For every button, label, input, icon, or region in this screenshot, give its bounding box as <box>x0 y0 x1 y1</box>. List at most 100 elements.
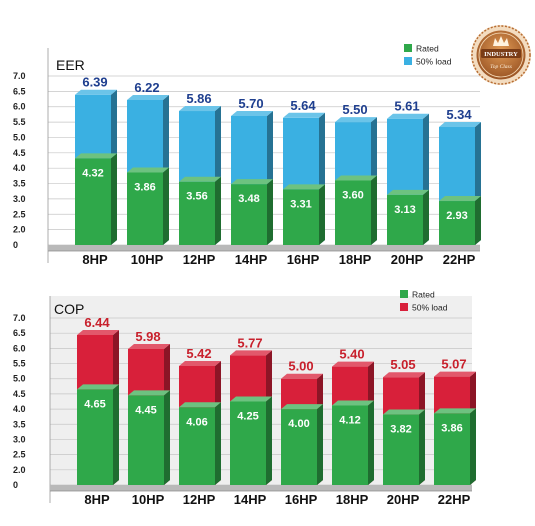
cop-bar-load-top <box>281 373 323 379</box>
cop-category-label: 18HP <box>336 492 369 507</box>
eer-chart-title: EER <box>56 57 85 73</box>
cop-floor <box>50 485 472 491</box>
eer-category-label: 16HP <box>287 252 320 267</box>
cop-chart-title: COP <box>54 301 84 317</box>
cop-y-tick-label: 5.5 <box>13 359 26 369</box>
cop-y-tick-label: 2.0 <box>13 465 26 475</box>
cop-bar-load-top <box>383 372 425 378</box>
eer-bar-rated <box>283 189 319 245</box>
cop-bar-load-top <box>77 330 119 336</box>
cop-bar-rated-side <box>419 409 425 485</box>
eer-rated-value-label: 3.56 <box>186 191 207 203</box>
eer-bar-rated-side <box>319 184 325 245</box>
eer-load-value-label: 5.86 <box>186 91 211 106</box>
cop-legend-swatch-load <box>400 303 408 311</box>
eer-y-tick-label: 2.0 <box>13 225 26 235</box>
eer-rated-value-label: 3.86 <box>134 181 155 193</box>
eer-bar-rated-side <box>423 189 429 245</box>
cop-y-tick-label: 6.0 <box>13 343 26 353</box>
cop-bar-rated-top <box>230 396 272 402</box>
cop-category-label: 10HP <box>132 492 165 507</box>
eer-bar-rated-side <box>215 176 221 245</box>
cop-bar-load-top <box>332 361 374 367</box>
cop-bar-rated <box>77 389 113 485</box>
cop-bar-load-top <box>179 360 221 366</box>
cop-bar-load-top <box>434 371 476 377</box>
eer-category-label: 10HP <box>131 252 164 267</box>
cop-bar-rated-top <box>434 408 476 414</box>
eer-bar-rated <box>439 201 475 245</box>
cop-load-value-label: 5.05 <box>390 357 415 372</box>
eer-chart: 7.0 6.5 6.0 5.5 5.0 4.5 4.0 3.5 3.0 2.5 2.0 0 6.39 4.… <box>13 44 481 267</box>
cop-legend-label-rated: Rated <box>412 290 435 300</box>
eer-bar-rated <box>127 172 163 245</box>
cop-load-value-label: 5.40 <box>339 347 364 362</box>
eer-rated-value-label: 3.31 <box>290 198 311 210</box>
eer-bar-rated <box>231 184 267 245</box>
cop-rated-value-label: 4.25 <box>237 411 258 423</box>
eer-legend-label-rated: Rated <box>416 44 439 54</box>
eer-category-label: 18HP <box>339 252 372 267</box>
eer-bar-load-top <box>335 117 377 123</box>
eer-y-tick-label: 2.5 <box>13 209 26 219</box>
cop-bar-rated-top <box>383 409 425 415</box>
eer-load-value-label: 6.22 <box>134 80 159 95</box>
eer-y-tick-label: 4.0 <box>13 163 26 173</box>
cop-bar-rated-side <box>470 408 476 485</box>
eer-load-value-label: 6.39 <box>82 75 107 90</box>
cop-bar-rated <box>434 413 470 485</box>
eer-bar-rated-side <box>111 153 117 245</box>
cop-bar-load-top <box>230 350 272 356</box>
cop-load-value-label: 5.00 <box>288 359 313 374</box>
eer-bar-rated-top <box>127 167 169 173</box>
eer-bar-rated <box>75 158 111 245</box>
eer-y-tick-label: 5.5 <box>13 117 26 127</box>
badge-inner-ring <box>478 32 524 78</box>
eer-bar-rated <box>387 194 423 245</box>
cop-load-value-label: 5.98 <box>135 329 160 344</box>
cop-rated-value-label: 4.00 <box>288 418 309 430</box>
eer-bar-rated-side <box>267 179 273 245</box>
eer-rated-value-label: 3.13 <box>394 204 415 216</box>
cop-category-label: 12HP <box>183 492 216 507</box>
badge-line1: INDUSTRY <box>484 51 518 58</box>
eer-bar-rated-top <box>75 153 117 159</box>
cop-bar-rated-top <box>77 384 119 390</box>
cop-y-tick-label: 2.5 <box>13 450 26 460</box>
cop-y-tick-label: 6.5 <box>13 328 26 338</box>
eer-category-label: 20HP <box>391 252 424 267</box>
cop-bar-rated <box>230 401 266 485</box>
eer-bar-rated-top <box>179 176 221 182</box>
cop-category-label: 20HP <box>387 492 420 507</box>
eer-legend-swatch-load <box>404 57 412 65</box>
eer-y-tick-label: 3.0 <box>13 194 26 204</box>
cop-bar-rated-top <box>179 402 221 408</box>
cop-rated-value-label: 4.65 <box>84 398 105 410</box>
eer-category-label: 8HP <box>82 252 108 267</box>
cop-legend-swatch-rated <box>400 290 408 298</box>
cop-legend: Rated 50% load <box>400 290 448 313</box>
cop-y-tick-label: 3.0 <box>13 434 26 444</box>
eer-bar-rated-side <box>475 196 481 245</box>
industry-top-class-badge: INDUSTRY Top Class <box>471 25 531 85</box>
eer-category-label: 22HP <box>443 252 476 267</box>
eer-y-tick-label: 7.0 <box>13 71 26 81</box>
crown-icon <box>493 36 509 46</box>
cop-y-tick-label: 5.0 <box>13 374 26 384</box>
eer-y-tick-label: 6.0 <box>13 102 26 112</box>
eer-y-tick-label: 5.0 <box>13 132 26 142</box>
cop-bar-rated-side <box>368 400 374 485</box>
eer-legend-label-load: 50% load <box>416 57 452 67</box>
eer-load-value-label: 5.61 <box>394 99 419 114</box>
badge-serrated-edge <box>471 25 531 85</box>
eer-bar-load-top <box>127 94 169 100</box>
cop-bar-rated <box>281 409 317 485</box>
eer-bar-rated-top <box>439 196 481 202</box>
eer-bar-rated-side <box>371 175 377 245</box>
eer-bar-load-top <box>231 110 273 116</box>
cop-load-value-label: 6.44 <box>84 315 110 330</box>
badge-ribbon <box>481 49 521 58</box>
cop-legend-label-load: 50% load <box>412 303 448 313</box>
eer-bar-load-top <box>283 112 325 118</box>
eer-category-label: 14HP <box>235 252 268 267</box>
